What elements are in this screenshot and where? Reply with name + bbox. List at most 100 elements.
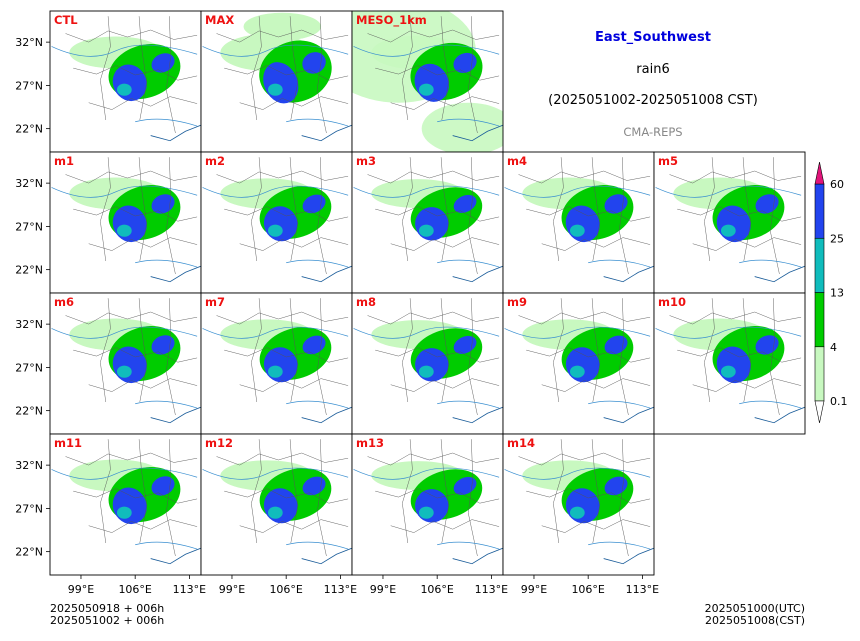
province-border: [138, 16, 148, 121]
coastline: [754, 406, 805, 424]
province-border: [100, 298, 111, 403]
river: [202, 44, 349, 57]
province-border: [216, 29, 349, 43]
province-border: [390, 237, 500, 251]
rain-core-intense: [116, 224, 132, 237]
region-title: East_Southwest: [595, 30, 711, 45]
province-border: [618, 298, 629, 416]
panel-m11: m11: [49, 433, 202, 576]
river: [437, 400, 500, 409]
province-border: [669, 170, 802, 184]
x-tick-label: 106°E: [118, 583, 151, 596]
province-border: [440, 157, 450, 262]
x-tick-label: 99°E: [68, 583, 94, 596]
province-border: [138, 298, 148, 403]
init-time: 2025050918 + 006h 2025051002 + 006h: [50, 603, 164, 627]
y-tick-label: 27°N: [15, 220, 43, 233]
province-border: [316, 157, 327, 275]
rain-core-east: [453, 335, 477, 354]
river: [135, 118, 198, 127]
province-border: [669, 311, 802, 325]
river: [504, 467, 651, 480]
coastline: [150, 406, 201, 424]
panel-MAX: MAX: [200, 10, 353, 153]
province-border: [216, 311, 349, 325]
river: [353, 185, 500, 198]
coastline: [452, 265, 503, 283]
province-border: [316, 439, 327, 557]
province-border: [251, 298, 262, 403]
x-tick-label: 113°E: [324, 583, 357, 596]
province-border: [88, 237, 198, 251]
panel-m7: m7: [200, 292, 353, 435]
river: [353, 326, 500, 339]
valid-utc: 2025051000(UTC): [704, 602, 805, 615]
river: [286, 118, 349, 127]
province-border: [692, 378, 802, 392]
province-border: [375, 488, 500, 504]
province-border: [704, 157, 715, 262]
river: [51, 44, 198, 57]
y-tick-label: 27°N: [15, 361, 43, 374]
panel-label: m14: [507, 436, 535, 450]
coastline: [603, 406, 654, 424]
rain-core-east: [151, 194, 175, 214]
panel-label: m13: [356, 436, 384, 450]
x-tick-label: 113°E: [626, 583, 659, 596]
province-border: [553, 298, 564, 403]
panel-m1: m1: [49, 151, 202, 294]
river: [655, 185, 802, 198]
province-border: [541, 237, 651, 251]
x-tick-label: 113°E: [475, 583, 508, 596]
province-border: [553, 157, 564, 262]
panel-label: m6: [54, 295, 74, 309]
rain-core-east: [755, 194, 779, 214]
panel-label: m1: [54, 154, 74, 168]
province-border: [440, 298, 450, 403]
river: [51, 467, 198, 480]
coastline: [301, 406, 352, 424]
province-border: [239, 237, 349, 251]
variable-title: rain6: [636, 62, 670, 77]
province-border: [526, 206, 651, 222]
province-border: [224, 65, 349, 81]
rain-core-intense: [267, 83, 283, 96]
y-tick-label: 32°N: [15, 177, 43, 190]
rain-core-east: [604, 476, 628, 496]
province-border: [467, 16, 478, 134]
province-border: [402, 439, 413, 544]
coastline: [150, 124, 201, 142]
panel-m4: m4: [502, 151, 655, 294]
river: [504, 185, 651, 198]
province-border: [65, 311, 198, 325]
panel-label: m12: [205, 436, 233, 450]
province-border: [316, 16, 327, 134]
colorbar: 0.1 4 13 25 60: [814, 161, 848, 424]
rain-core-east: [755, 335, 779, 355]
panel-m13: m13: [351, 433, 504, 576]
y-tick-label: 27°N: [15, 502, 43, 515]
coastline: [452, 547, 503, 565]
province-border: [440, 439, 450, 544]
panel-label: m7: [205, 295, 225, 309]
province-border: [165, 16, 176, 134]
province-border: [138, 439, 148, 544]
river: [286, 400, 349, 409]
river: [353, 44, 500, 57]
rain-core-intense: [267, 224, 283, 237]
model-title: CMA-REPS: [623, 125, 683, 139]
province-border: [367, 311, 500, 325]
y-tick-label: 22°N: [15, 264, 43, 277]
valid-cst: 2025051008(CST): [705, 614, 805, 627]
coastline: [603, 547, 654, 565]
panel-frame: [502, 433, 655, 576]
init-cst: 2025051002 + 006h: [50, 614, 165, 627]
colorbar-label: 13: [830, 287, 844, 300]
coastline: [301, 265, 352, 283]
panel-label: m3: [356, 154, 376, 168]
province-border: [165, 157, 176, 275]
province-border: [390, 378, 500, 392]
province-border: [467, 439, 478, 557]
rain-area-light: [421, 102, 503, 152]
